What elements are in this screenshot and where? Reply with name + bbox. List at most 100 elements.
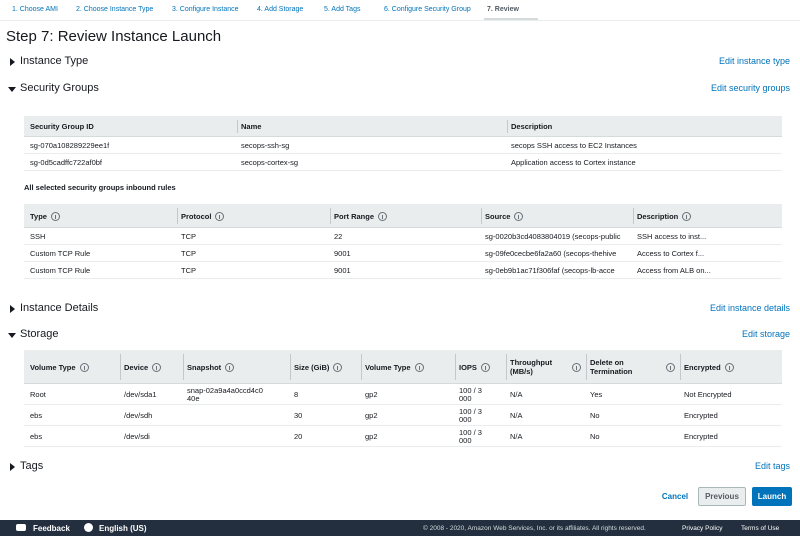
table-cell: No <box>590 426 676 447</box>
section-label[interactable]: Tags <box>20 460 44 472</box>
previous-button[interactable]: Previous <box>698 487 746 506</box>
table-cell <box>187 405 286 426</box>
table-header <box>24 116 782 137</box>
column-divider <box>455 354 456 380</box>
step-tab[interactable]: 2. Choose Instance Type <box>76 6 154 13</box>
info-icon[interactable] <box>514 211 524 221</box>
header-text: Device <box>124 362 149 372</box>
edit-link[interactable]: Edit instance type <box>718 56 790 66</box>
cell-text: N/A <box>510 390 523 399</box>
table-cell: SSH <box>30 228 173 245</box>
step-tab[interactable]: 5. Add Tags <box>324 6 361 13</box>
table-cell: Application access to Cortex instance <box>511 154 774 171</box>
cell-text: sg-070a108289229ee1f <box>30 141 110 150</box>
table-cell: /dev/sda1 <box>124 384 179 405</box>
feedback-link[interactable]: Feedback <box>33 524 70 533</box>
info-icon[interactable] <box>50 211 60 221</box>
table-cell: TCP <box>181 228 326 245</box>
table-cell: 20 <box>294 426 357 447</box>
table-cell: 9001 <box>334 245 477 262</box>
expand-toggle[interactable] <box>10 463 15 471</box>
column-divider <box>290 354 291 380</box>
column-header: Name <box>241 116 503 137</box>
info-icon[interactable] <box>333 362 343 372</box>
table-cell: TCP <box>181 245 326 262</box>
info-icon[interactable] <box>724 362 734 372</box>
row-border <box>24 244 782 245</box>
tab-bar <box>0 0 800 21</box>
cell-text: Custom TCP Rule <box>30 249 91 258</box>
table-cell: Access to Cortex f... <box>637 245 774 262</box>
header-text: IOPS <box>459 362 477 372</box>
info-mark <box>382 214 384 219</box>
expand-toggle[interactable] <box>10 305 15 313</box>
info-icon[interactable] <box>414 362 424 372</box>
header-text: Type <box>30 211 47 221</box>
column-header: Device <box>124 350 179 384</box>
step-tab[interactable]: 3. Configure Instance <box>172 6 239 13</box>
column-divider <box>481 208 482 224</box>
info-icon[interactable] <box>152 362 162 372</box>
cell-text: /dev/sda1 <box>124 390 157 399</box>
info-icon[interactable] <box>480 362 490 372</box>
info-icon[interactable] <box>225 362 235 372</box>
step-tab[interactable]: 1. Choose AMI <box>12 6 58 13</box>
column-header: Encrypted <box>684 350 774 384</box>
cell-text: secops-cortex-sg <box>241 158 299 167</box>
launch-button[interactable]: Launch <box>752 487 792 506</box>
section-label[interactable]: Security Groups <box>20 82 99 94</box>
step-tab[interactable]: 7. Review <box>487 6 519 13</box>
cancel-button[interactable]: Cancel <box>661 492 689 501</box>
cell-text: Access from ALB on... <box>637 266 711 275</box>
info-mark <box>337 365 339 370</box>
column-divider <box>680 354 681 380</box>
edit-link[interactable]: Edit instance details <box>709 303 790 313</box>
header-text: Name <box>241 122 262 131</box>
info-mark <box>518 214 520 219</box>
cell-text: ebs <box>30 411 43 420</box>
table-cell: gp2 <box>365 426 451 447</box>
header-text: Delete on Termination <box>590 358 633 376</box>
expand-toggle[interactable] <box>10 58 15 66</box>
step-tab[interactable]: 6. Configure Security Group <box>384 6 471 13</box>
language-selector[interactable]: English (US) <box>99 524 147 533</box>
column-header: IOPS <box>459 350 502 384</box>
row-border <box>24 261 782 262</box>
info-icon[interactable] <box>378 211 388 221</box>
cell-text: secops SSH access to EC2 Instances <box>511 141 637 150</box>
edit-link[interactable]: Edit storage <box>741 329 790 339</box>
expand-toggle[interactable] <box>8 87 16 92</box>
section-label[interactable]: Instance Type <box>20 55 89 67</box>
privacy-link[interactable]: Privacy Policy <box>682 525 723 532</box>
active-tab-underline <box>484 18 538 20</box>
table-cell: Custom TCP Rule <box>30 262 173 279</box>
table-cell: sg-070a108289229ee1f <box>30 137 233 154</box>
info-icon[interactable] <box>572 362 581 372</box>
section-label[interactable]: Instance Details <box>20 302 99 314</box>
info-icon[interactable] <box>215 211 225 221</box>
info-mark <box>686 214 688 219</box>
edit-link[interactable]: Edit security groups <box>710 83 790 93</box>
section-label[interactable]: Storage <box>20 328 59 340</box>
column-header: Volume Type <box>365 350 451 384</box>
expand-toggle[interactable] <box>8 333 16 338</box>
step-tab[interactable]: 4. Add Storage <box>257 6 304 13</box>
cell-text: Application access to Cortex instance <box>511 158 636 167</box>
info-icon[interactable] <box>79 362 89 372</box>
column-header: Port Range <box>334 204 477 228</box>
header-text: Source <box>485 211 511 221</box>
info-icon[interactable] <box>666 362 675 372</box>
info-mark <box>219 214 221 219</box>
edit-link[interactable]: Edit tags <box>754 461 790 471</box>
rules-title: All selected security groups inbound rul… <box>24 183 176 192</box>
header-text: Encrypted <box>684 362 721 372</box>
header-text: Volume Type <box>365 362 411 372</box>
cell-text: Encrypted <box>684 411 718 420</box>
header-text: Description <box>637 211 679 221</box>
table-cell: secops-ssh-sg <box>241 137 503 154</box>
table-cell: Encrypted <box>684 405 774 426</box>
table-cell: Custom TCP Rule <box>30 245 173 262</box>
info-icon[interactable] <box>682 211 692 221</box>
table-cell: ebs <box>30 405 116 426</box>
terms-link[interactable]: Terms of Use <box>741 525 780 532</box>
